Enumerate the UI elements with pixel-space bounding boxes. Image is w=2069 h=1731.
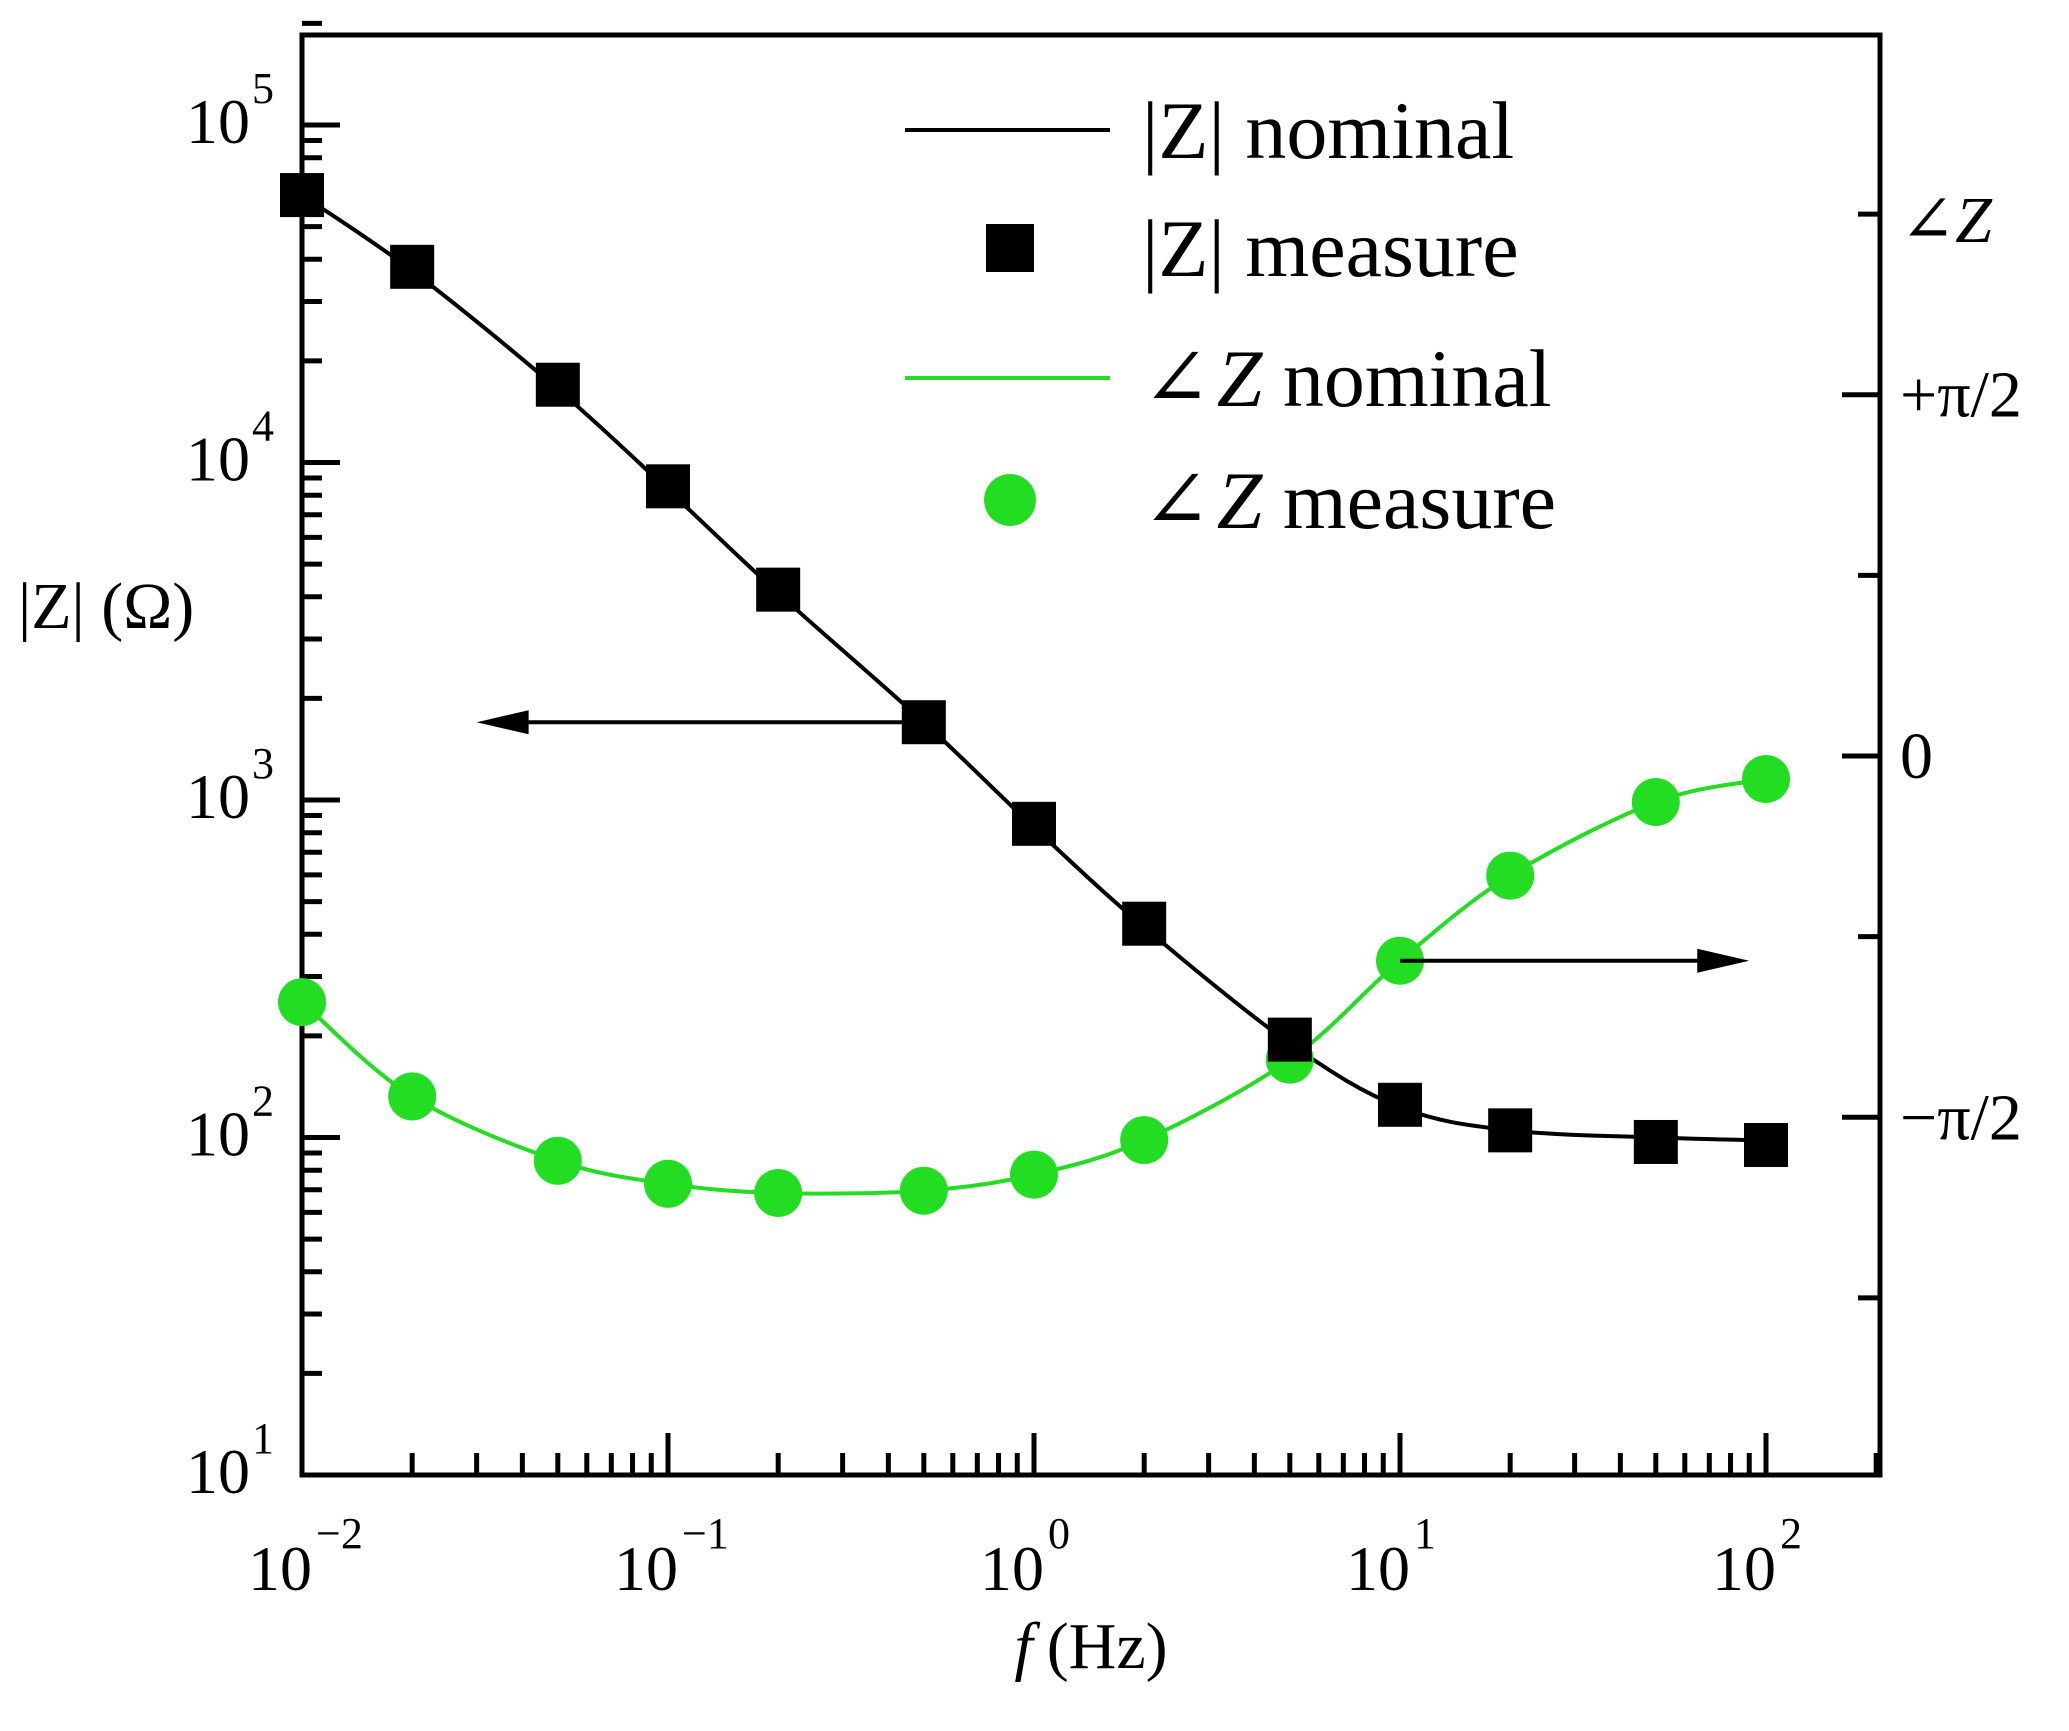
y-tick-exponent: 1 xyxy=(252,1414,274,1463)
data-series xyxy=(278,173,1790,1217)
y-tick-label: 10 xyxy=(186,86,250,157)
x-axis-title: f (Hz) xyxy=(1014,1610,1167,1683)
phase_measure-point xyxy=(1486,851,1535,900)
mag_measure-point xyxy=(1633,1119,1678,1164)
arrow-left-axis-head xyxy=(476,710,529,735)
phase_measure-point xyxy=(388,1072,437,1121)
x-axis-variable: f xyxy=(1014,1610,1040,1683)
mag_measure-point xyxy=(1122,901,1167,946)
mag_measure-point xyxy=(280,173,324,218)
y-tick-label: 10 xyxy=(186,1099,250,1170)
x-tick-label: 10 xyxy=(1346,1533,1410,1604)
x-tick-exponent: 0 xyxy=(1048,1509,1070,1558)
phase_measure-point xyxy=(1120,1116,1169,1165)
phase_measure-point xyxy=(754,1169,803,1217)
x-tick-label: 10 xyxy=(980,1533,1044,1604)
phase_measure-point xyxy=(533,1136,582,1185)
arrow-right-axis-head xyxy=(1697,948,1750,973)
y-tick-exponent: 3 xyxy=(252,739,274,788)
y-tick-label: 10 xyxy=(186,1436,250,1507)
y-tick-label: 10 xyxy=(186,424,250,495)
legend-label-phase_nominal: ∠Z nominal xyxy=(1142,333,1552,424)
x-axis-unit: (Hz) xyxy=(1047,1610,1168,1683)
mag_measure-point xyxy=(1744,1123,1788,1168)
axis-arrows xyxy=(476,710,1750,973)
y2-axis-title-text: ∠Z xyxy=(1900,184,1993,257)
x-tick-label: 10 xyxy=(248,1533,312,1604)
x-tick-label: 10 xyxy=(1712,1533,1776,1604)
y-axis-title-text: |Z| (Ω) xyxy=(18,570,194,643)
y2-axis-title: ∠Z xyxy=(1900,184,1993,257)
mag_measure-point xyxy=(1267,1017,1312,1062)
phase_measure-point xyxy=(899,1166,948,1215)
y-tick-exponent: 2 xyxy=(252,1077,274,1126)
legend-label-phase_measure: ∠Z measure xyxy=(1142,455,1556,546)
svg-text:f(Hz): f (Hz) xyxy=(1014,1610,1167,1683)
y-tick-label: 10 xyxy=(186,761,250,832)
mag_measure-point xyxy=(646,464,690,509)
mag_measure-point xyxy=(1012,801,1056,846)
mag_measure-point xyxy=(1488,1108,1533,1153)
mag_measure-point xyxy=(1378,1082,1422,1127)
x-tick-exponent: −1 xyxy=(682,1509,729,1558)
phase_measure-point xyxy=(1010,1150,1058,1199)
y-tick-exponent: 5 xyxy=(252,64,274,113)
phase_measure-point xyxy=(278,978,326,1027)
x-tick-exponent: 2 xyxy=(1780,1509,1802,1558)
plot-frame xyxy=(299,32,1883,1478)
y-tick-exponent: 4 xyxy=(252,402,274,451)
phase_measure-point xyxy=(644,1159,692,1208)
legend-label-mag_measure: |Z| measure xyxy=(1142,203,1519,294)
y-axis-title: |Z| (Ω) xyxy=(18,570,194,643)
y2-tick-label: −π/2 xyxy=(1900,1081,2022,1154)
legend-label-mag_nominal: |Z| nominal xyxy=(1142,85,1514,176)
mag_measure-point xyxy=(535,362,580,407)
phase_measure-point xyxy=(1742,755,1790,803)
x-tick-label: 10 xyxy=(614,1533,678,1604)
x-tick-exponent: 1 xyxy=(1414,1509,1436,1558)
mag_measure-point xyxy=(756,567,801,612)
legend: |Z| nominal |Z| measure ∠Z nominal ∠Z measu… xyxy=(905,85,1556,546)
mag_measure-point xyxy=(390,244,435,289)
y2-tick-label: +π/2 xyxy=(1900,359,2022,432)
x-tick-exponent: −2 xyxy=(316,1509,363,1558)
axis-tick-labels: 10 −2 10 −1 10 0 10 1 10 210 110 210 310 410 5+π/20−π/… xyxy=(186,64,2022,1604)
legend-swatch-mag_measure xyxy=(986,224,1034,272)
phase_measure-point xyxy=(1631,778,1680,826)
legend-swatch-phase_measure xyxy=(984,474,1036,526)
axis-ticks xyxy=(299,20,1880,1478)
y2-tick-label: 0 xyxy=(1900,720,1933,793)
